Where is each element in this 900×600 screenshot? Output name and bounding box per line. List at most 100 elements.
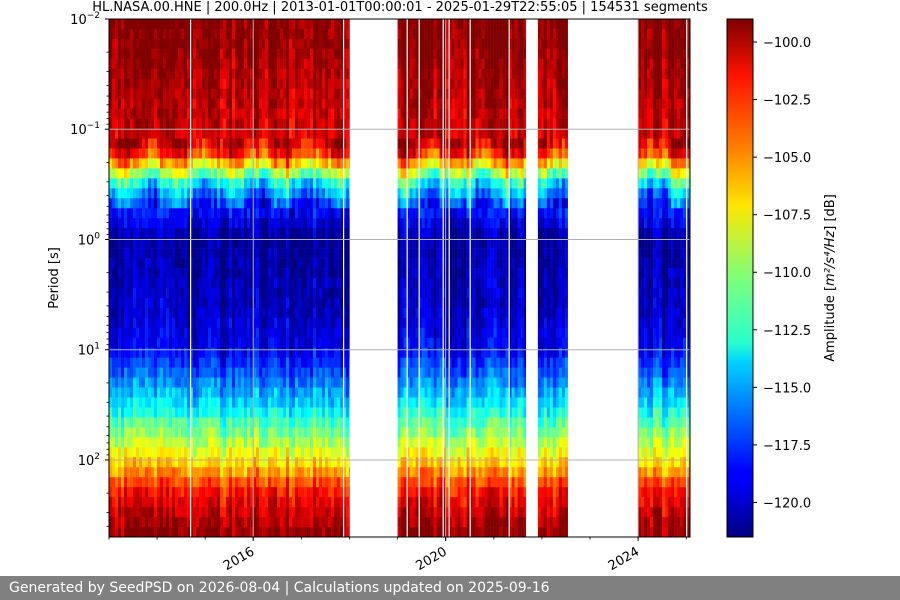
heatmap-cell: [175, 248, 179, 259]
heatmap-cell: [238, 287, 242, 299]
heatmap-cell: [175, 347, 179, 358]
heatmap-cell: [280, 208, 284, 219]
heatmap-cell: [157, 357, 161, 368]
heatmap-cell: [172, 158, 176, 169]
heatmap-cell: [223, 377, 227, 388]
heatmap-cell: [298, 28, 302, 40]
heatmap-cell: [124, 367, 128, 378]
heatmap-cell: [334, 48, 338, 60]
heatmap-cell: [256, 78, 260, 90]
heatmap-cell: [196, 487, 200, 498]
heatmap-cell: [295, 218, 299, 229]
heatmap-cell: [172, 188, 176, 199]
heatmap-cell: [196, 337, 200, 349]
heatmap-cell: [316, 347, 320, 358]
heatmap-cell: [325, 317, 329, 329]
heatmap-cell: [262, 307, 266, 319]
heatmap-cell: [178, 417, 182, 428]
heatmap-cell: [154, 467, 158, 478]
heatmap-cell: [127, 48, 131, 60]
heatmap-cell: [250, 108, 254, 119]
heatmap-cell: [232, 168, 236, 179]
heatmap-cell: [241, 317, 245, 329]
heatmap-cell: [244, 198, 248, 209]
heatmap-cell: [328, 287, 332, 299]
heatmap-cell: [253, 527, 257, 537]
heatmap-cell: [205, 228, 209, 239]
heatmap-cell: [247, 317, 251, 329]
heatmap-cell: [202, 28, 206, 40]
heatmap-column: [271, 19, 275, 537]
heatmap-cell: [334, 447, 338, 458]
heatmap-cell: [178, 118, 182, 129]
heatmap-cell: [136, 19, 140, 30]
heatmap-cell: [400, 58, 404, 70]
heatmap-cell: [187, 88, 191, 99]
heatmap-cell: [337, 407, 341, 418]
heatmap-cell: [343, 427, 347, 438]
heatmap-cell: [130, 38, 134, 50]
heatmap-cell: [199, 118, 203, 129]
heatmap-cell: [400, 38, 404, 50]
heatmap-cell: [346, 487, 350, 498]
heatmap-cell: [115, 28, 119, 40]
heatmap-cell: [424, 357, 428, 368]
heatmap-cell: [415, 287, 419, 299]
heatmap-cell: [307, 327, 311, 339]
heatmap-cell: [193, 467, 197, 478]
heatmap-cell: [325, 497, 329, 508]
heatmap-cell: [301, 467, 305, 478]
heatmap-cell: [253, 38, 257, 50]
heatmap-cell: [214, 437, 218, 448]
heatmap-cell: [130, 447, 134, 458]
heatmap-cell: [160, 78, 164, 90]
heatmap-cell: [274, 507, 278, 518]
heatmap-cell: [274, 248, 278, 259]
heatmap-cell: [433, 407, 437, 418]
heatmap-cell: [160, 108, 164, 119]
heatmap-cell: [409, 477, 413, 488]
heatmap-cell: [316, 447, 320, 458]
heatmap-cell: [271, 307, 275, 319]
heatmap-cell: [193, 507, 197, 518]
heatmap-cell: [241, 327, 245, 339]
heatmap-cell: [292, 327, 296, 339]
heatmap-cell: [349, 487, 350, 498]
heatmap-cell: [340, 58, 344, 70]
heatmap-cell: [244, 427, 248, 438]
heatmap-cell: [250, 218, 254, 229]
heatmap-cell: [157, 457, 161, 468]
heatmap-cell: [136, 218, 140, 229]
heatmap-cell: [238, 467, 242, 478]
heatmap-cell: [112, 497, 116, 508]
heatmap-cell: [205, 218, 209, 229]
heatmap-cell: [310, 467, 314, 478]
heatmap-cell: [316, 128, 320, 139]
heatmap-cell: [418, 19, 422, 30]
heatmap-cell: [325, 88, 329, 99]
heatmap-cell: [268, 88, 272, 99]
heatmap-cell: [346, 28, 350, 40]
heatmap-cell: [190, 148, 194, 159]
heatmap-cell: [205, 367, 209, 378]
heatmap-cell: [127, 437, 131, 448]
heatmap-cell: [265, 118, 269, 129]
heatmap-cell: [262, 58, 266, 70]
heatmap-cell: [232, 78, 236, 90]
heatmap-cell: [190, 128, 194, 139]
heatmap-cell: [307, 507, 311, 518]
heatmap-cell: [220, 437, 224, 448]
heatmap-cell: [184, 238, 188, 249]
heatmap-cell: [310, 98, 314, 109]
heatmap-column: [277, 19, 281, 537]
heatmap-cell: [187, 487, 191, 498]
heatmap-cell: [274, 28, 278, 40]
heatmap-cell: [211, 517, 215, 528]
heatmap-cell: [160, 387, 164, 398]
heatmap-cell: [118, 28, 122, 40]
heatmap-cell: [277, 108, 281, 119]
heatmap-cell: [304, 417, 308, 428]
heatmap-cell: [109, 178, 113, 189]
heatmap-cell: [298, 517, 302, 528]
heatmap-cell: [187, 248, 191, 259]
